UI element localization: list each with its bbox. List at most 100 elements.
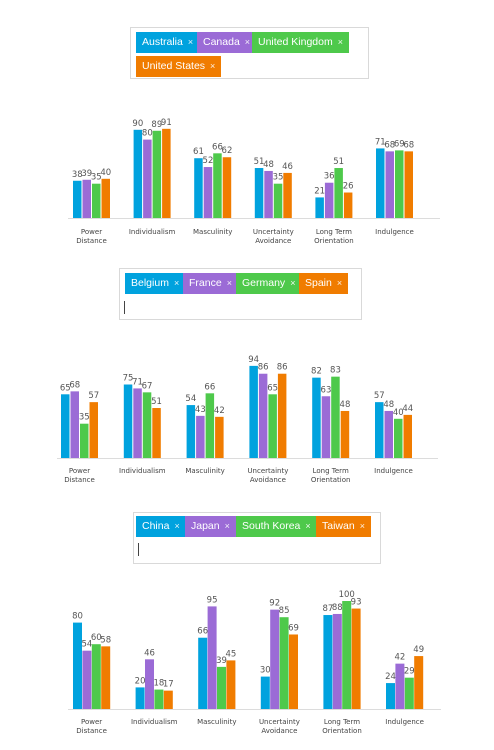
- bar-taiwan-indulgence[interactable]: [414, 656, 424, 709]
- chip-belgium[interactable]: Belgium ×: [125, 273, 186, 294]
- chip-taiwan[interactable]: Taiwan ×: [316, 516, 371, 537]
- bar-germany-individualism[interactable]: [142, 392, 152, 458]
- remove-icon[interactable]: ×: [336, 278, 343, 288]
- bar-south-korea-uncertainty-avoidance[interactable]: [279, 617, 289, 709]
- bar-united-kingdom-indulgence[interactable]: [395, 150, 404, 218]
- bar-germany-masculinity[interactable]: [205, 393, 215, 458]
- bar-australia-indulgence[interactable]: [376, 148, 385, 218]
- remove-icon[interactable]: ×: [210, 61, 216, 71]
- remove-icon[interactable]: ×: [359, 521, 365, 531]
- bar-canada-power-distance[interactable]: [82, 179, 92, 218]
- bar-belgium-power-distance[interactable]: [61, 394, 70, 458]
- country-selector-3[interactable]: China × Japan × South Korea × Taiwan ×: [133, 512, 381, 564]
- bar-germany-long-term-orientation[interactable]: [331, 376, 340, 458]
- bar-united-states-indulgence[interactable]: [404, 151, 414, 218]
- country-selector-1[interactable]: Australia × Canada × United Kingdom × Unite…: [130, 27, 369, 79]
- remove-icon[interactable]: ×: [305, 521, 311, 531]
- bar-france-indulgence[interactable]: [384, 410, 394, 458]
- remove-icon[interactable]: ×: [187, 37, 194, 47]
- bar-taiwan-long-term-orientation[interactable]: [351, 608, 361, 709]
- bar-taiwan-power-distance[interactable]: [101, 646, 111, 709]
- bar-france-masculinity[interactable]: [196, 415, 205, 458]
- remove-icon[interactable]: ×: [224, 521, 230, 531]
- bar-belgium-long-term-orientation[interactable]: [312, 377, 321, 458]
- chip-spain[interactable]: Spain ×: [299, 273, 349, 294]
- bar-china-long-term-orientation[interactable]: [323, 615, 333, 709]
- chip-germany[interactable]: Germany ×: [236, 273, 302, 294]
- bar-canada-masculinity[interactable]: [203, 167, 213, 218]
- bar-taiwan-masculinity[interactable]: [226, 660, 236, 709]
- bar-united-kingdom-long-term-orientation[interactable]: [334, 168, 343, 218]
- remove-icon[interactable]: ×: [226, 278, 232, 288]
- bar-spain-uncertainty-avoidance[interactable]: [277, 373, 287, 458]
- bar-united-kingdom-masculinity[interactable]: [213, 153, 222, 218]
- remove-icon[interactable]: ×: [290, 278, 296, 288]
- bar-china-individualism[interactable]: [135, 687, 145, 709]
- bar-united-states-power-distance[interactable]: [101, 178, 111, 218]
- bar-canada-uncertainty-avoidance[interactable]: [264, 170, 273, 218]
- bar-australia-power-distance[interactable]: [73, 180, 82, 218]
- chip-japan[interactable]: Japan ×: [185, 516, 236, 537]
- bar-japan-uncertainty-avoidance[interactable]: [270, 609, 280, 709]
- bar-united-kingdom-power-distance[interactable]: [92, 183, 101, 218]
- chip-united-kingdom[interactable]: United Kingdom ×: [252, 32, 349, 53]
- bar-germany-uncertainty-avoidance[interactable]: [268, 394, 277, 458]
- bar-china-power-distance[interactable]: [73, 622, 82, 709]
- bar-south-korea-individualism[interactable]: [154, 689, 164, 709]
- bar-australia-uncertainty-avoidance[interactable]: [254, 168, 264, 218]
- bar-china-uncertainty-avoidance[interactable]: [260, 676, 270, 709]
- bar-south-korea-indulgence[interactable]: [404, 677, 414, 709]
- remove-icon[interactable]: ×: [173, 278, 180, 288]
- chip-france[interactable]: France ×: [183, 273, 238, 294]
- bar-france-long-term-orientation[interactable]: [321, 396, 331, 458]
- bar-united-states-masculinity[interactable]: [222, 157, 232, 218]
- bar-belgium-masculinity[interactable]: [186, 405, 196, 458]
- data-label: 36: [324, 172, 335, 182]
- bar-belgium-indulgence[interactable]: [375, 402, 384, 458]
- bar-taiwan-individualism[interactable]: [163, 690, 173, 709]
- bar-united-kingdom-uncertainty-avoidance[interactable]: [273, 183, 283, 218]
- bar-spain-indulgence[interactable]: [403, 414, 413, 458]
- chip-australia[interactable]: Australia ×: [136, 32, 200, 53]
- bar-japan-indulgence[interactable]: [395, 663, 405, 709]
- bar-japan-masculinity[interactable]: [207, 606, 217, 709]
- bar-germany-indulgence[interactable]: [394, 418, 403, 458]
- bar-japan-individualism[interactable]: [145, 659, 154, 709]
- bar-china-indulgence[interactable]: [386, 683, 395, 709]
- bar-taiwan-uncertainty-avoidance[interactable]: [289, 634, 298, 709]
- bar-japan-long-term-orientation[interactable]: [332, 613, 342, 709]
- bar-france-power-distance[interactable]: [70, 391, 80, 458]
- country-selector-2[interactable]: Belgium × France × Germany × Spain ×: [119, 268, 362, 320]
- bar-spain-long-term-orientation[interactable]: [340, 410, 350, 458]
- remove-icon[interactable]: ×: [174, 521, 180, 531]
- bar-united-states-uncertainty-avoidance[interactable]: [283, 172, 292, 218]
- bar-united-states-long-term-orientation[interactable]: [343, 192, 353, 218]
- remove-icon[interactable]: ×: [244, 37, 251, 47]
- bar-south-korea-power-distance[interactable]: [91, 644, 101, 709]
- bar-spain-masculinity[interactable]: [215, 416, 224, 458]
- bar-canada-indulgence[interactable]: [385, 151, 395, 218]
- bar-united-kingdom-individualism[interactable]: [152, 130, 162, 218]
- bar-belgium-uncertainty-avoidance[interactable]: [249, 365, 258, 458]
- bar-south-korea-masculinity[interactable]: [217, 666, 226, 709]
- bar-belgium-individualism[interactable]: [123, 384, 133, 459]
- bar-germany-power-distance[interactable]: [80, 423, 89, 458]
- bar-australia-individualism[interactable]: [133, 129, 143, 218]
- bar-france-individualism[interactable]: [133, 388, 142, 458]
- bar-canada-long-term-orientation[interactable]: [324, 182, 334, 218]
- bar-south-korea-long-term-orientation[interactable]: [342, 601, 352, 709]
- bar-france-uncertainty-avoidance[interactable]: [258, 373, 268, 458]
- chip-china[interactable]: China ×: [136, 516, 186, 537]
- bar-united-states-individualism[interactable]: [162, 128, 171, 218]
- bar-japan-power-distance[interactable]: [82, 650, 92, 709]
- chip-canada[interactable]: Canada ×: [197, 32, 257, 53]
- chip-south-korea[interactable]: South Korea ×: [236, 516, 317, 537]
- bar-canada-individualism[interactable]: [143, 139, 152, 218]
- bar-spain-individualism[interactable]: [152, 408, 161, 458]
- bar-australia-masculinity[interactable]: [194, 158, 203, 218]
- bar-australia-long-term-orientation[interactable]: [315, 197, 324, 218]
- bar-china-masculinity[interactable]: [198, 637, 208, 709]
- bar-spain-power-distance[interactable]: [89, 402, 99, 458]
- chip-united-states[interactable]: United States ×: [136, 56, 222, 77]
- remove-icon[interactable]: ×: [337, 37, 343, 47]
